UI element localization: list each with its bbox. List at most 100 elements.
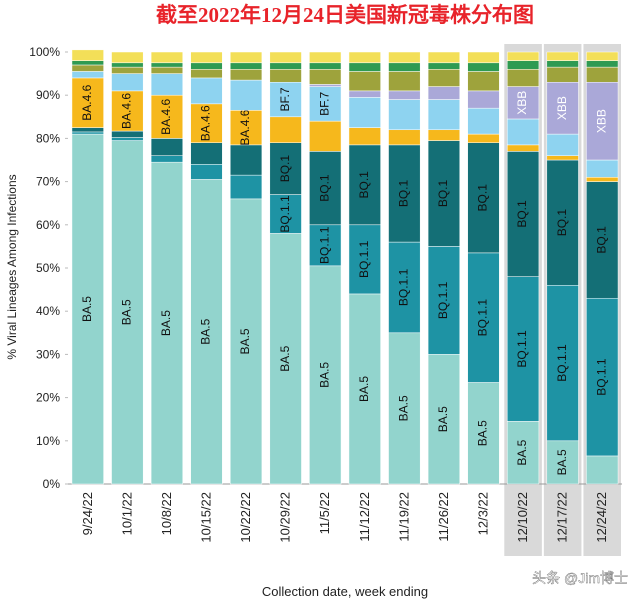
bar-segment [309,51,342,64]
y-tick-label: 70% [36,175,60,189]
segment-label: BQ.1.1 [436,281,450,319]
segment-label: BA.4.6 [159,98,173,134]
bar-segment [150,155,184,163]
bar-segment [111,140,144,485]
segment-label: BA.5 [278,345,292,371]
bar-segment [506,51,540,61]
segment-label: BA.5 [476,420,490,446]
segment-label: BQ.1 [476,184,490,212]
bar-segment [71,131,104,135]
bar-segment [150,161,184,485]
y-tick-label: 40% [36,304,60,318]
bar-segment [269,116,302,143]
bar-segment [269,69,302,83]
y-tick-label: 100% [29,45,60,59]
segment-label: BA.4.6 [80,84,94,120]
bar-segment [388,241,421,334]
bar-segment [546,60,579,68]
segment-label: XBB [594,109,608,133]
bar-segment [190,62,223,70]
bar-segment [348,293,381,485]
bar-segment [190,179,223,485]
bar-segment [190,142,223,165]
bar-segment [71,49,104,61]
bar-segment [190,164,223,180]
segment-label: BQ.1 [515,200,529,228]
bar-segment [150,62,184,68]
chart-title: 截至2022年12月24日美国新冠毒株分布图 [156,3,534,27]
segment-label: BA.5 [515,439,529,465]
segment-label: BA.5 [436,406,450,432]
segment-label: BA.5 [555,449,569,475]
segment-label: BA.5 [238,328,252,354]
segment-label: BQ.1 [555,209,569,237]
bar-segment [506,86,540,120]
bar-segment [546,440,579,485]
bar-segment [506,276,540,422]
y-tick-label: 50% [36,261,60,275]
bar-segment [348,97,381,128]
bar-segment [71,127,104,133]
bar-segment [309,224,342,267]
bar-segment [506,151,540,277]
segment-label: BA.4.6 [199,105,213,141]
bar-segment [150,94,184,139]
bar-segment [348,71,381,92]
bar-segment [309,151,342,226]
bar-segment [427,51,461,64]
bar-segment [506,60,540,70]
x-tick-label: 11/5/22 [317,492,332,534]
x-tick-label: 10/22/22 [238,492,253,543]
bar-segment [467,51,500,64]
x-tick-label: 12/10/22 [515,492,530,543]
segment-label: BQ.1.1 [594,358,608,396]
bar-segment [229,69,263,81]
bar-segment [586,51,619,61]
bar-segment [586,181,619,299]
bar-segment [467,382,500,485]
segment-label: BA.5 [80,296,94,322]
segment-label: BA.5 [199,318,213,344]
y-tick-label: 30% [36,347,60,361]
x-tick-label: 10/8/22 [159,492,174,535]
bar-segment [190,51,223,64]
x-tick-label: 12/17/22 [555,492,570,543]
bar-segment [388,332,421,485]
bar-segment [586,455,619,485]
bar-segment [269,51,302,64]
x-tick-label: 9/24/22 [80,492,95,535]
x-tick-label: 12/24/22 [594,492,609,543]
segment-label: BQ.1.1 [476,299,490,337]
bar-segment [348,62,381,72]
segment-label: BQ.1.1 [317,226,331,264]
bar-segment [229,198,263,485]
segment-label: BA.5 [159,310,173,336]
bar-segment [309,62,342,70]
bar-segment [309,265,342,485]
bar-segment [546,51,579,61]
bar-segment [467,62,500,72]
bar-segment [586,177,619,182]
bar-segment [427,62,461,70]
segment-label: BQ.1.1 [515,330,529,368]
bar-segment [111,130,144,138]
x-tick-label: 12/3/22 [476,492,491,535]
segment-label: BA.4.6 [120,93,134,129]
bar-segment [388,62,421,72]
segment-label: BQ.1.1 [555,344,569,382]
segment-label: BA.5 [397,395,411,421]
bar-segment [309,84,342,87]
bar-segment [546,159,579,286]
bar-segment [269,62,302,70]
x-tick-label: 11/19/22 [396,492,411,542]
bar-segment [506,144,540,152]
x-tick-label: 10/1/22 [119,492,134,535]
bar-segment [546,81,579,135]
segment-label: BF.7 [278,87,292,111]
bar-segment [348,51,381,64]
bar-segment [348,127,381,146]
bar-segment [309,86,342,122]
bar-segment [427,246,461,355]
bar-segment [586,66,619,83]
bar-segment [427,129,461,141]
